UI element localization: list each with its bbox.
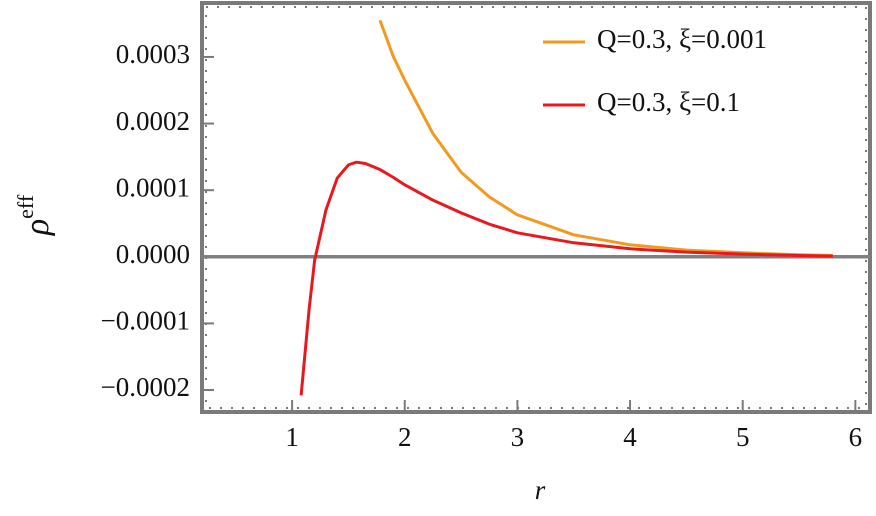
y-axis-label: ρeff bbox=[13, 194, 56, 236]
legend-label: Q=0.3, ξ=0.001 bbox=[597, 24, 767, 54]
y-tick-label: 0.0002 bbox=[116, 106, 190, 136]
x-tick-label: 6 bbox=[849, 422, 863, 452]
y-tick-label: −0.0001 bbox=[101, 306, 190, 336]
legend-label: Q=0.3, ξ=0.1 bbox=[597, 87, 740, 117]
x-tick-label: 2 bbox=[398, 422, 412, 452]
y-tick-label: 0.0000 bbox=[116, 239, 190, 269]
series-line bbox=[378, 19, 833, 257]
x-tick-label: 5 bbox=[736, 422, 750, 452]
series-line bbox=[299, 160, 833, 396]
x-tick-label: 3 bbox=[511, 422, 525, 452]
y-tick-label: 0.0003 bbox=[116, 39, 190, 69]
y-tick-label: −0.0002 bbox=[101, 372, 190, 402]
x-axis-label: r bbox=[535, 475, 546, 505]
y-label-superscript: eff bbox=[13, 194, 38, 219]
y-tick-label: 0.0001 bbox=[116, 172, 190, 202]
y-label-base: ρ bbox=[19, 219, 56, 236]
plot-frame bbox=[200, 1, 872, 414]
frame-minor-ticks bbox=[205, 6, 867, 409]
x-tick-label: 4 bbox=[623, 422, 637, 452]
x-tick-label: 1 bbox=[285, 422, 299, 452]
